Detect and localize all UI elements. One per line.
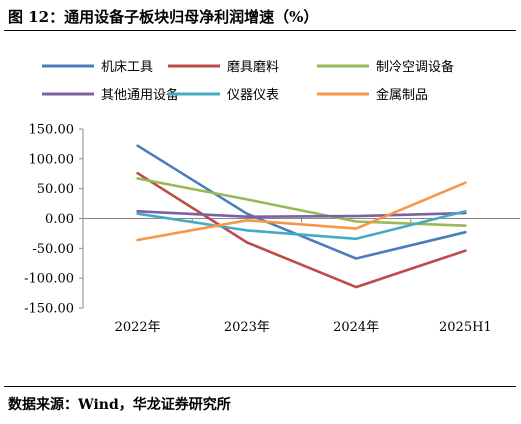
x-tick-label: 2023年	[224, 320, 270, 335]
source-note: 数据来源：Wind，华龙证券研究所	[8, 397, 231, 413]
y-tick-label: 50.00	[37, 182, 74, 197]
series-line-1	[136, 144, 467, 260]
legend-label-5: 仪器仪表	[227, 88, 279, 103]
source-divider	[4, 386, 516, 387]
legend-label-1: 机床工具	[101, 60, 153, 75]
y-tick-label: -100.00	[24, 272, 74, 287]
legend-label-6: 金属制品	[376, 87, 428, 103]
x-tick-label: 2022年	[115, 320, 161, 335]
y-tick-label: 100.00	[29, 152, 75, 167]
legend-label-3: 制冷空调设备	[376, 59, 454, 75]
series-line-3	[136, 177, 467, 227]
plot-area	[136, 144, 467, 289]
series-line-6	[136, 181, 467, 242]
axes: 150.00 100.00 50.00 0.00 -50.00 -100.00 -150.0…	[24, 123, 520, 335]
x-tick-label: 2025H1	[439, 320, 492, 335]
y-tick-label: 150.00	[29, 123, 75, 138]
y-tick-label: -150.00	[24, 302, 74, 317]
series-line-5	[136, 210, 467, 241]
title-divider	[4, 30, 516, 31]
legend-label-4: 其他通用设备	[101, 87, 179, 103]
y-tick-label: 0.00	[45, 212, 74, 227]
series-line-2	[136, 171, 467, 289]
y-tick-label: -50.00	[32, 242, 74, 257]
x-tick-label: 2024年	[333, 320, 379, 335]
legend-label-2: 磨具磨料	[227, 60, 279, 75]
series-line-4	[136, 210, 467, 218]
chart-title: 图 12：通用设备子板块归母净利润增速（%）	[8, 8, 319, 26]
